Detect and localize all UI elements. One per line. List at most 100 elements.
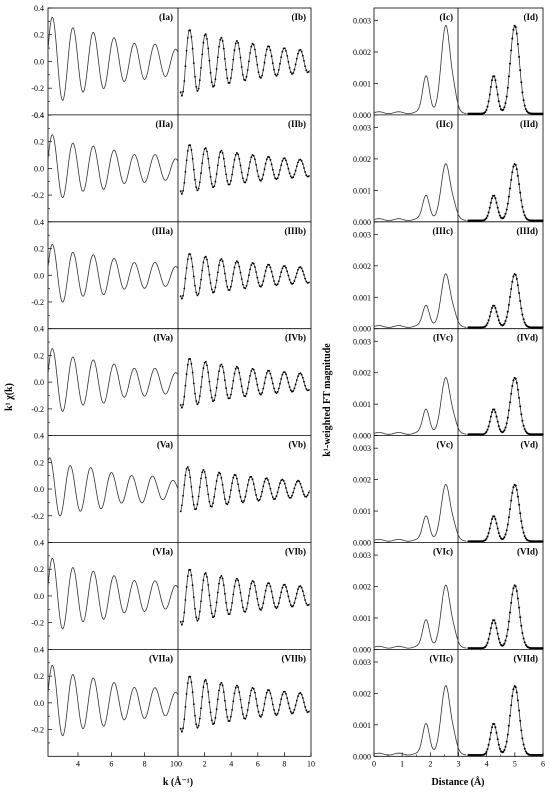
- exafs-fit-point: [297, 588, 299, 591]
- ft-fit-point: [491, 726, 493, 729]
- exafs-fit-point: [210, 505, 213, 508]
- ft-fit-point: [524, 537, 527, 540]
- exafs-fit-point: [184, 171, 187, 173]
- exafs-fit-point: [245, 392, 248, 395]
- left-y-tick-label: 0.2: [34, 672, 44, 681]
- exafs-fit-point: [208, 701, 211, 704]
- right-y-axis-title: k¹-weighted FT magnitude: [322, 343, 333, 457]
- exafs-fit-point: [287, 702, 290, 705]
- exafs-fit-point: [294, 704, 297, 707]
- ft-fit-point: [505, 208, 508, 211]
- exafs-fit-point: [273, 387, 275, 390]
- panel-label-d: (Id): [523, 12, 538, 22]
- exafs-fit-point: [289, 389, 292, 392]
- exafs-fit-point: [300, 693, 303, 696]
- right-y-tick-label: 0.000: [353, 325, 371, 334]
- exafs-fit-point: [264, 376, 267, 379]
- ft-fit-point: [506, 86, 509, 89]
- exafs-fit-point: [260, 393, 262, 396]
- exafs-fit-point: [215, 68, 218, 70]
- right-x-tick-label: 5: [513, 759, 517, 768]
- exafs-fit-point: [244, 717, 247, 720]
- right-x-tick-label: 1: [400, 759, 404, 768]
- ft-fit-point: [523, 214, 526, 217]
- ft-fit-point: [496, 420, 499, 423]
- ft-fit-point: [524, 216, 527, 219]
- ft-experiment-line: [373, 24, 467, 114]
- exafs-fit-point: [224, 498, 226, 500]
- ft-fit-point: [520, 81, 523, 84]
- exafs-fit-point: [203, 471, 206, 473]
- exafs-fit-point: [256, 276, 259, 279]
- left-frame: [47, 7, 312, 757]
- exafs-fit-point: [304, 277, 306, 280]
- ft-fit-point: [496, 632, 499, 635]
- exafs-fit-point: [183, 395, 186, 398]
- exafs-fit-point: [240, 500, 243, 502]
- exafs-fit-point: [222, 265, 225, 268]
- exafs-fit-point: [201, 162, 204, 165]
- exafs-fit-point: [265, 691, 268, 694]
- ft-fit-point: [494, 79, 497, 82]
- exafs-fit-point: [294, 483, 297, 486]
- ft-fit-point: [485, 644, 488, 647]
- exafs-fit-point: [231, 602, 234, 604]
- exafs-fit-point: [220, 477, 223, 479]
- exafs-fit-point: [244, 395, 247, 398]
- panel-label-a: (VIa): [153, 547, 174, 557]
- exafs-fit-point: [216, 591, 219, 594]
- exafs-fit-point: [292, 72, 295, 74]
- exafs-fit-point: [233, 266, 236, 269]
- exafs-fit-point: [258, 714, 261, 717]
- exafs-fit-point: [190, 486, 193, 488]
- exafs-fit-point: [262, 280, 265, 283]
- panel-label-d: (Vd): [521, 440, 539, 450]
- exafs-fit-point: [218, 471, 220, 474]
- right-y-tick-label: 0.003: [353, 444, 371, 453]
- ft-fit-point: [505, 635, 508, 637]
- exafs-fit-point: [303, 594, 305, 597]
- exafs-fit-point: [192, 703, 195, 706]
- exafs-fit-point: [279, 596, 281, 599]
- exafs-fit-point: [244, 287, 247, 290]
- exafs-fit-point: [261, 490, 263, 493]
- exafs-fit-point: [286, 491, 289, 494]
- right-y-tick-label: 0.001: [353, 293, 371, 302]
- exafs-fit-point: [279, 62, 281, 65]
- exafs-fit-point: [246, 709, 249, 711]
- ft-fit-point: [515, 168, 518, 171]
- ft-fit-point: [489, 415, 492, 418]
- exafs-fit-point: [192, 168, 195, 171]
- exafs-fit-point: [270, 55, 273, 58]
- exafs-fit-point: [248, 595, 250, 597]
- exafs-fit-point: [195, 291, 198, 294]
- exafs-fit-point: [298, 480, 301, 483]
- ft-fit-point: [495, 522, 498, 525]
- ft-fit-point: [495, 201, 498, 204]
- exafs-fit-point: [214, 180, 217, 183]
- exafs-fit-point: [260, 495, 262, 498]
- exafs-fit-point: [288, 707, 291, 710]
- exafs-fit-point: [294, 276, 297, 279]
- ft-fit-point: [522, 424, 525, 427]
- exafs-fit-point: [219, 683, 222, 686]
- exafs-fit-point: [189, 144, 192, 147]
- left-y-tick-label: -0.2: [31, 619, 44, 628]
- panel-label-b: (VIb): [285, 547, 306, 557]
- exafs-fit-point: [300, 586, 303, 589]
- exafs-fit-point: [237, 483, 240, 486]
- exafs-fit-point: [287, 381, 290, 384]
- exafs-fit-point: [301, 54, 304, 57]
- ft-experiment-line: [373, 273, 467, 328]
- ft-fit-point: [493, 619, 496, 622]
- panel-label-d: (VIId): [513, 653, 538, 663]
- exafs-fit-point: [230, 489, 232, 491]
- exafs-fit-point: [248, 274, 250, 277]
- exafs-fit-point: [299, 266, 302, 268]
- exafs-fit-point: [194, 714, 196, 717]
- left-y-tick-label: 0.4: [34, 4, 44, 13]
- left-y-tick-label: 0.4: [34, 325, 44, 334]
- ft-fit-point: [502, 750, 505, 753]
- exafs-fit-point: [191, 265, 194, 268]
- left-y-tick-label: -0.2: [31, 298, 44, 307]
